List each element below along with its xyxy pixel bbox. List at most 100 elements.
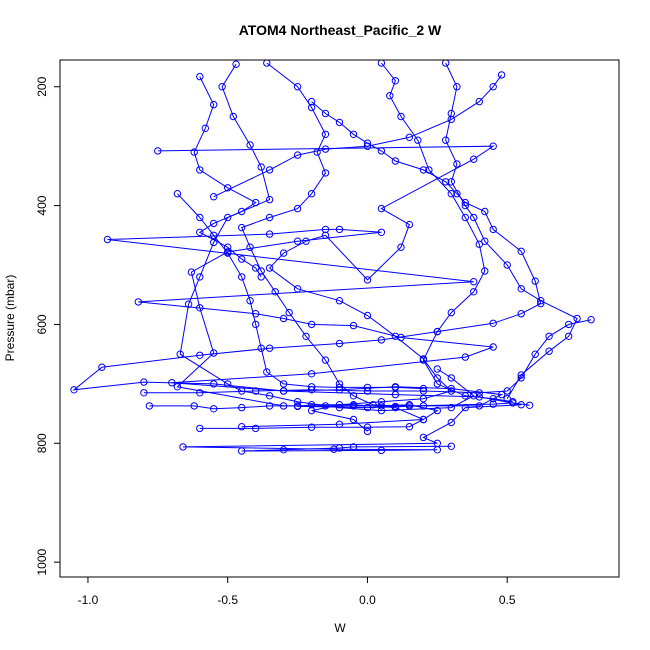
data-point [453, 160, 461, 168]
data-point [377, 402, 386, 410]
data-point [187, 268, 196, 276]
data-point [263, 60, 271, 67]
data-point [238, 255, 246, 263]
data-point [363, 427, 372, 436]
data-point [285, 308, 293, 317]
x-tick-label: 0.5 [499, 593, 516, 607]
x-tick-label: -0.5 [217, 593, 238, 607]
data-point [321, 402, 330, 410]
data-point [425, 166, 433, 174]
data-point [321, 109, 330, 118]
data-point [419, 384, 428, 393]
data-point [335, 383, 344, 392]
data-point [391, 402, 400, 411]
data-point [246, 297, 254, 305]
y-tick-label: 200 [35, 76, 49, 96]
y-tick-label: 1000 [35, 548, 49, 575]
data-point [330, 445, 338, 453]
data-point [70, 386, 78, 394]
plot-area [70, 60, 595, 455]
data-point [447, 403, 455, 412]
data-point [377, 204, 386, 213]
data-point [489, 225, 497, 234]
data-point [293, 151, 302, 159]
data-point [419, 415, 428, 424]
data-point [587, 316, 595, 324]
series-11 [190, 72, 265, 281]
series-line [107, 228, 530, 452]
data-point [210, 231, 218, 240]
data-point [475, 402, 483, 410]
data-point [433, 365, 441, 373]
data-point [489, 395, 497, 403]
plot-frame [59, 59, 620, 578]
data-point [391, 157, 400, 165]
data-point [335, 403, 344, 412]
data-point [190, 402, 198, 410]
series-line [445, 62, 578, 399]
data-point [503, 387, 511, 395]
data-point [145, 402, 154, 410]
data-point [447, 308, 455, 317]
data-point [196, 351, 204, 359]
data-point [252, 387, 260, 395]
data-point [349, 443, 358, 451]
axes: -1.0 -0.5 0.0 0.5 200 400 600 800 1000 [35, 59, 620, 607]
data-point [293, 402, 302, 410]
data-point [461, 353, 469, 361]
data-point [293, 204, 302, 213]
data-point [433, 380, 441, 388]
data-point [489, 83, 497, 91]
data-point [433, 439, 441, 447]
data-point [461, 201, 469, 210]
data-point [265, 166, 274, 174]
data-point [265, 195, 274, 204]
data-point [179, 443, 187, 451]
data-point [442, 136, 450, 144]
data-point [229, 112, 238, 121]
data-point [279, 387, 288, 395]
data-point [321, 356, 330, 364]
y-tick-label: 800 [35, 433, 49, 453]
data-point [489, 319, 497, 327]
data-point [391, 383, 400, 392]
data-point [252, 310, 260, 318]
data-point [265, 392, 274, 400]
data-point [335, 297, 344, 305]
data-point [470, 288, 478, 296]
data-point [252, 264, 260, 272]
data-point [196, 213, 204, 222]
series-line [381, 62, 513, 403]
data-point [246, 141, 254, 149]
data-point [419, 387, 428, 395]
data-point [257, 163, 265, 171]
data-point [470, 155, 478, 163]
data-point [447, 190, 455, 198]
data-point [302, 237, 310, 245]
data-point [517, 310, 525, 318]
data-point [307, 370, 316, 378]
data-point [196, 389, 204, 397]
y-axis-label: Pressure (mbar) [3, 275, 17, 362]
data-point [453, 83, 461, 91]
data-point [377, 406, 386, 415]
data-point [517, 401, 525, 409]
series-line [177, 193, 424, 390]
series-12 [442, 60, 581, 403]
data-point [405, 423, 414, 431]
data-point [517, 247, 525, 256]
data-point [419, 395, 428, 403]
data-point [349, 415, 358, 424]
data-point [461, 403, 469, 412]
data-point [377, 446, 386, 455]
data-point [307, 383, 316, 391]
data-point [238, 207, 246, 216]
chart-title: ATOM4 Northeast_Pacific_2 W [239, 22, 442, 38]
x-tick-label: 0.0 [359, 593, 376, 607]
data-point [442, 60, 450, 67]
data-point [238, 447, 246, 455]
data-point [321, 231, 330, 240]
data-point [307, 320, 316, 329]
data-point [545, 347, 553, 355]
